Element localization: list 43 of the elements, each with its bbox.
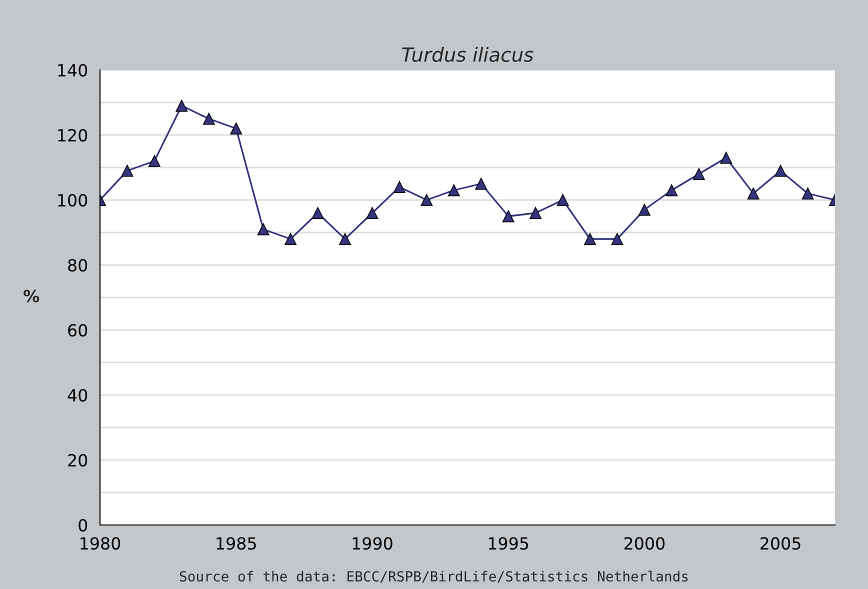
x-tick-label: 1985: [216, 537, 256, 550]
point: [666, 184, 678, 196]
point: [802, 188, 814, 200]
y-tick-label: 60: [68, 324, 88, 337]
point: [720, 152, 732, 164]
point: [774, 164, 787, 177]
point: [257, 223, 270, 236]
point: [638, 204, 650, 216]
x-tick-label: 2000: [624, 537, 665, 550]
y-tick-label: 20: [68, 454, 88, 467]
point: [230, 122, 242, 134]
point: [611, 233, 624, 245]
x-tick-label: 1990: [352, 537, 392, 550]
point: [366, 207, 378, 219]
point: [747, 188, 760, 200]
chart-title: Turdus iliacus: [402, 46, 534, 62]
point: [202, 112, 215, 125]
y-tick-label: 0: [78, 518, 88, 532]
point: [312, 207, 324, 219]
y-tick-label: 140: [58, 64, 88, 77]
point: [556, 194, 569, 206]
point: [502, 210, 514, 222]
y-tick-label: 100: [58, 194, 88, 207]
point: [284, 233, 297, 245]
y-tick-label: 120: [58, 128, 88, 142]
x-tick-label: 1980: [80, 537, 120, 550]
point: [448, 184, 460, 196]
point: [176, 100, 188, 112]
x-tick-label: 1995: [488, 537, 528, 550]
point: [339, 233, 351, 245]
x-tick-label: 2005: [760, 537, 800, 550]
point: [475, 178, 488, 190]
point: [530, 207, 542, 219]
point: [420, 194, 433, 206]
point: [121, 164, 134, 177]
point: [692, 168, 705, 180]
y-tick-label: 80: [68, 258, 88, 272]
point: [148, 155, 160, 167]
y-tick-label: 40: [68, 388, 88, 402]
y-axis-title: %: [24, 290, 40, 302]
point: [584, 233, 596, 245]
point: [393, 181, 406, 193]
source-note: Source of the data: EBCC/RSPB/BirdLife/Statistics Netherlands: [180, 570, 688, 583]
